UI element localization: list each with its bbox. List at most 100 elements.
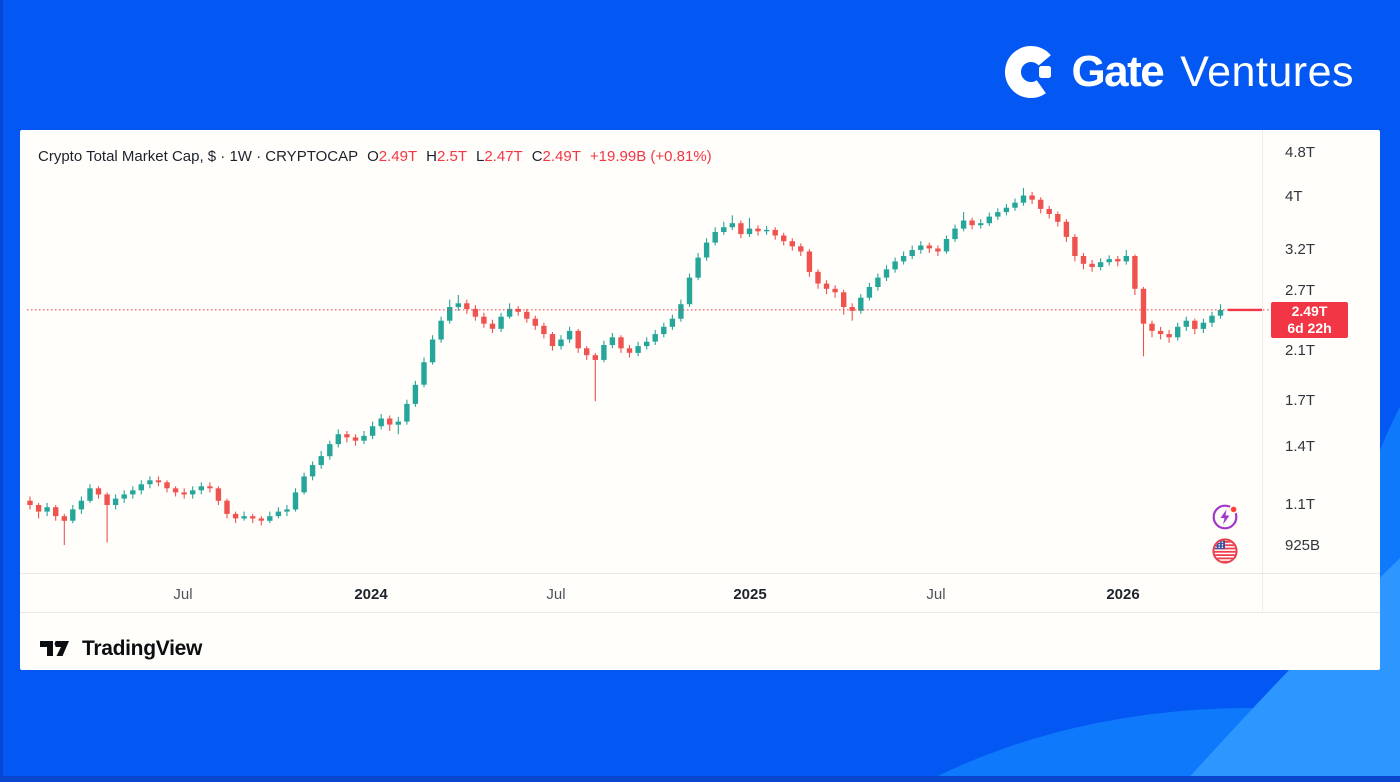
price-tick-label: 4T: [1285, 187, 1303, 205]
candle: [421, 357, 427, 388]
price-tick-label: 1.7T: [1285, 392, 1316, 410]
candle: [318, 450, 324, 469]
plot-bottom-border: [20, 573, 1380, 574]
candle: [258, 516, 264, 526]
time-tick-month: Jul: [173, 586, 193, 603]
ohlc-values: O2.49T H2.5T L2.47T C2.49T: [367, 148, 581, 165]
candle: [472, 305, 479, 321]
candle: [1183, 316, 1189, 331]
candle: [746, 217, 753, 237]
candle: [1046, 205, 1052, 219]
candle: [1115, 256, 1121, 267]
candle: [1123, 250, 1129, 265]
candle: [1097, 258, 1104, 271]
candle: [532, 315, 538, 330]
candle: [112, 494, 119, 510]
candle: [190, 486, 196, 499]
price-tick-label: 1.4T: [1285, 438, 1316, 456]
candle: [241, 511, 247, 521]
candle: [575, 328, 581, 353]
candle: [515, 306, 521, 316]
candle: [250, 513, 256, 524]
candle: [755, 225, 761, 236]
candle: [181, 488, 187, 499]
bg-left-edge: [0, 0, 3, 782]
candle: [352, 434, 359, 446]
candle: [198, 482, 204, 495]
candle: [498, 312, 504, 332]
candle: [1020, 187, 1027, 206]
candle: [978, 219, 984, 229]
ohlc-token: L2.47T: [476, 148, 523, 165]
candle: [1166, 329, 1172, 343]
candle: [164, 480, 170, 493]
candle: [549, 332, 556, 351]
candle: [926, 242, 932, 253]
chart-title: Crypto Total Market Cap, $ · 1W · CRYPTO…: [38, 148, 359, 165]
candle: [729, 215, 735, 230]
candle: [875, 273, 881, 291]
candle: [935, 245, 941, 256]
candle: [1209, 311, 1215, 327]
candle: [909, 245, 915, 260]
time-tick-month: Jul: [926, 586, 946, 603]
candle: [1200, 318, 1207, 333]
ohlc-token: O2.49T: [367, 148, 418, 165]
candle: [918, 241, 924, 254]
bg-light-ellipse: [730, 708, 1400, 782]
ohlc-token: H2.5T: [426, 148, 467, 165]
time-tick-year: 2026: [1106, 586, 1140, 603]
candle: [524, 308, 530, 323]
candle: [541, 322, 547, 339]
chart-canvas[interactable]: [20, 130, 1380, 670]
candle: [412, 380, 419, 407]
candle: [53, 505, 59, 521]
candle: [566, 326, 573, 343]
candle: [960, 212, 967, 232]
candle: [464, 299, 470, 314]
candle: [815, 269, 821, 289]
candle: [335, 429, 341, 448]
candle: [224, 498, 230, 519]
candle: [1080, 253, 1087, 270]
gate-logo-icon: [1005, 46, 1058, 98]
brand-name: Gate: [1071, 47, 1164, 96]
candle: [1192, 318, 1198, 335]
candle: [275, 507, 282, 519]
candle: [952, 224, 958, 242]
candle: [1106, 255, 1112, 266]
flash-icon[interactable]: [1211, 503, 1239, 531]
bar-countdown: 6d 22h: [1287, 320, 1332, 336]
candle: [104, 492, 110, 543]
time-tick-year: 2025: [733, 586, 767, 603]
candle: [87, 484, 93, 503]
candle: [858, 294, 864, 314]
candle: [1072, 234, 1078, 262]
candle: [70, 505, 76, 524]
tradingview-logo[interactable]: TradingView: [38, 636, 202, 662]
candle: [138, 480, 144, 495]
candle: [95, 486, 102, 499]
candle: [1029, 191, 1035, 204]
candle: [686, 273, 693, 307]
candle: [1012, 198, 1018, 211]
candle: [301, 472, 307, 495]
candle: [678, 299, 684, 322]
candle: [781, 232, 787, 246]
candle: [1063, 219, 1070, 242]
bg-bottom-edge: [0, 776, 1400, 782]
candle: [772, 227, 778, 240]
gate-ventures-logo: Gate Ventures: [1004, 45, 1354, 99]
us-flag-icon[interactable]: [1211, 537, 1239, 565]
candle: [995, 208, 1001, 220]
chart-legend: Crypto Total Market Cap, $ · 1W · CRYPTO…: [38, 148, 712, 165]
candle: [986, 212, 992, 226]
candle: [892, 257, 898, 273]
chart-panel: Crypto Total Market Cap, $ · 1W · CRYPTO…: [20, 130, 1380, 670]
current-price-badge: 2.49T 6d 22h: [1271, 302, 1348, 338]
candle: [798, 243, 804, 256]
candle: [1149, 320, 1155, 338]
candle: [841, 289, 847, 315]
candle: [626, 345, 633, 358]
